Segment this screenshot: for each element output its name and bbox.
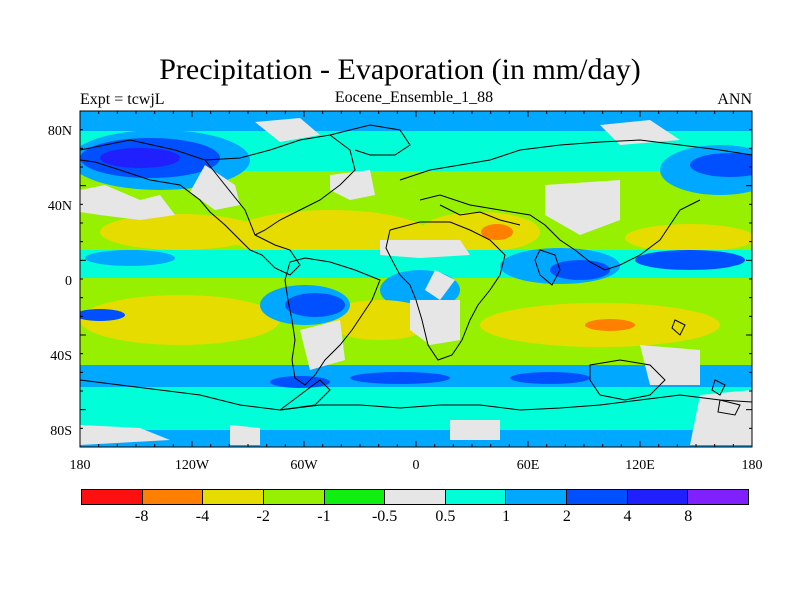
lon-label-120w: 120W — [175, 458, 210, 473]
figure-title: Precipitation - Evaporation (in mm/day) — [159, 53, 641, 86]
colorbar-swatch — [445, 490, 507, 504]
experiment-label: Expt = tcwjL — [80, 91, 165, 108]
lon-label-120e: 120E — [625, 458, 655, 473]
colorbar-swatch — [506, 490, 568, 504]
colorbar-label: -4 — [195, 508, 210, 525]
lat-label-80s: 80S — [50, 424, 72, 439]
colorbar-label: -0.5 — [371, 508, 398, 525]
colorbar-swatch — [142, 490, 204, 504]
lon-label-0: 0 — [413, 458, 420, 473]
axis-ticks — [79, 110, 753, 448]
lon-label-60w: 60W — [290, 458, 318, 473]
colorbar-label: -8 — [135, 508, 149, 525]
colorbar-label: -1 — [317, 508, 331, 525]
colorbar-swatch — [385, 490, 446, 504]
season-label: ANN — [717, 91, 752, 108]
colorbar-swatch — [82, 490, 143, 504]
lat-label-80n: 80N — [48, 124, 72, 139]
colorbar-swatch — [263, 490, 325, 504]
colorbar-swatch — [203, 490, 264, 504]
lon-label-180w: 180 — [70, 458, 91, 473]
coastlines — [80, 124, 752, 416]
lat-label-40n: 40N — [48, 199, 72, 214]
colorbar-label: 4 — [623, 508, 632, 525]
colorbar-label: -2 — [256, 508, 270, 525]
lat-label-40s: 40S — [50, 349, 72, 364]
colorbar-label: 8 — [684, 508, 693, 525]
colorbar-label: 2 — [562, 508, 571, 525]
lon-label-60e: 60E — [517, 458, 540, 473]
lat-label-0: 0 — [65, 274, 72, 289]
colorbar-swatch — [567, 490, 628, 504]
colorbar — [81, 489, 749, 505]
lon-label-180e: 180 — [742, 458, 763, 473]
colorbar-swatch — [324, 490, 386, 504]
colorbar-swatch — [688, 490, 749, 504]
ensemble-label: Eocene_Ensemble_1_88 — [334, 89, 494, 106]
colorbar-label: 0.5 — [435, 508, 456, 525]
colorbar-swatch — [627, 490, 689, 504]
field-layer — [80, 111, 752, 447]
colorbar-label: 1 — [502, 508, 511, 525]
